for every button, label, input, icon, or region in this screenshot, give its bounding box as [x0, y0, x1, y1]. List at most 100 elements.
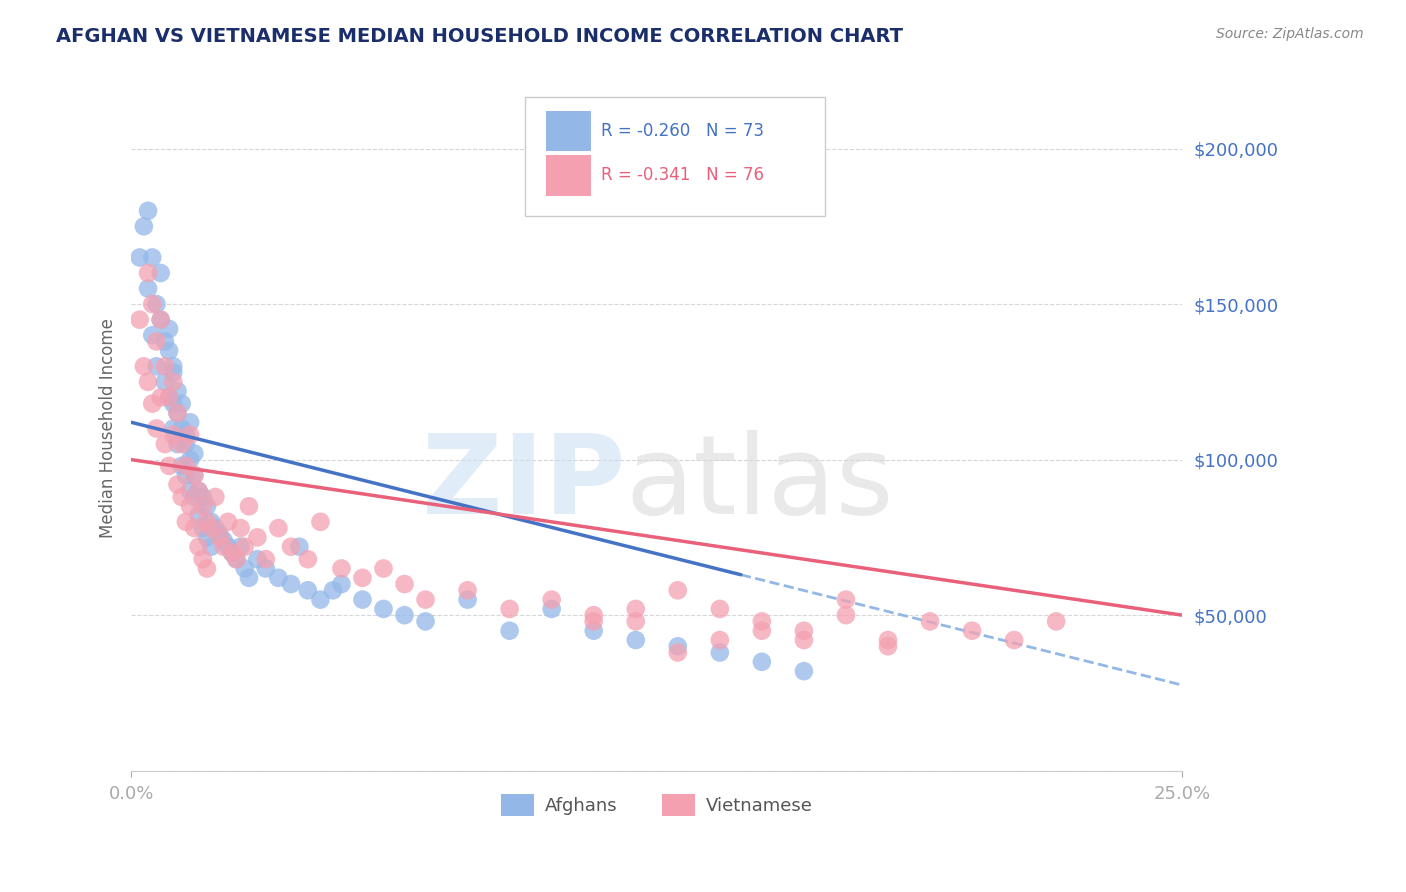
Point	[309, 592, 332, 607]
Point	[624, 602, 647, 616]
Point	[204, 490, 226, 504]
Point	[352, 571, 374, 585]
Point	[141, 297, 163, 311]
Point	[166, 406, 188, 420]
Point	[624, 633, 647, 648]
Point	[170, 458, 193, 473]
Point	[157, 391, 180, 405]
Point	[191, 521, 214, 535]
Point	[141, 251, 163, 265]
Point	[179, 415, 201, 429]
Legend: Afghans, Vietnamese: Afghans, Vietnamese	[494, 787, 820, 823]
Point	[624, 615, 647, 629]
Point	[157, 322, 180, 336]
Point	[217, 540, 239, 554]
Point	[208, 530, 231, 544]
Point	[309, 515, 332, 529]
Point	[187, 483, 209, 498]
Point	[233, 561, 256, 575]
Point	[128, 251, 150, 265]
Point	[229, 540, 252, 554]
Point	[208, 527, 231, 541]
Point	[280, 540, 302, 554]
Point	[204, 521, 226, 535]
Point	[582, 608, 605, 623]
Point	[254, 552, 277, 566]
Point	[330, 577, 353, 591]
Point	[170, 421, 193, 435]
Point	[280, 577, 302, 591]
Point	[145, 359, 167, 374]
Point	[200, 521, 222, 535]
Point	[153, 334, 176, 349]
Point	[141, 397, 163, 411]
Point	[322, 583, 344, 598]
Point	[666, 645, 689, 659]
Point	[162, 375, 184, 389]
Point	[149, 312, 172, 326]
Point	[187, 540, 209, 554]
Point	[174, 427, 197, 442]
Point	[297, 552, 319, 566]
Point	[166, 477, 188, 491]
Text: ZIP: ZIP	[422, 430, 626, 537]
Point	[157, 458, 180, 473]
Point	[457, 583, 479, 598]
Point	[1045, 615, 1067, 629]
Point	[1002, 633, 1025, 648]
Text: R = -0.260   N = 73: R = -0.260 N = 73	[600, 122, 763, 140]
Point	[191, 552, 214, 566]
Point	[170, 490, 193, 504]
Point	[582, 615, 605, 629]
Point	[751, 615, 773, 629]
Point	[174, 468, 197, 483]
Point	[225, 552, 247, 566]
Point	[666, 583, 689, 598]
Point	[200, 540, 222, 554]
Point	[166, 384, 188, 399]
Point	[415, 615, 437, 629]
FancyBboxPatch shape	[547, 111, 591, 151]
Point	[136, 266, 159, 280]
Point	[246, 552, 269, 566]
Point	[141, 328, 163, 343]
Point	[394, 577, 416, 591]
Point	[540, 592, 562, 607]
Point	[187, 508, 209, 523]
Point	[709, 602, 731, 616]
Point	[157, 391, 180, 405]
Point	[267, 521, 290, 535]
Point	[174, 437, 197, 451]
Point	[246, 530, 269, 544]
Point	[145, 334, 167, 349]
Point	[179, 427, 201, 442]
Point	[877, 640, 900, 654]
Text: atlas: atlas	[626, 430, 894, 537]
Point	[191, 500, 214, 514]
Text: Source: ZipAtlas.com: Source: ZipAtlas.com	[1216, 27, 1364, 41]
FancyBboxPatch shape	[526, 96, 825, 217]
Point	[212, 540, 235, 554]
Text: AFGHAN VS VIETNAMESE MEDIAN HOUSEHOLD INCOME CORRELATION CHART: AFGHAN VS VIETNAMESE MEDIAN HOUSEHOLD IN…	[56, 27, 903, 45]
Point	[582, 624, 605, 638]
Point	[238, 500, 260, 514]
Point	[297, 583, 319, 598]
Point	[149, 391, 172, 405]
Point	[498, 602, 520, 616]
Point	[330, 561, 353, 575]
Point	[191, 490, 214, 504]
Point	[229, 521, 252, 535]
Point	[238, 571, 260, 585]
Point	[136, 203, 159, 218]
Point	[179, 452, 201, 467]
Point	[195, 561, 218, 575]
Point	[267, 571, 290, 585]
Point	[709, 645, 731, 659]
Point	[179, 483, 201, 498]
Point	[540, 602, 562, 616]
Point	[415, 592, 437, 607]
FancyBboxPatch shape	[547, 155, 591, 195]
Point	[153, 437, 176, 451]
Point	[157, 343, 180, 358]
Point	[195, 500, 218, 514]
